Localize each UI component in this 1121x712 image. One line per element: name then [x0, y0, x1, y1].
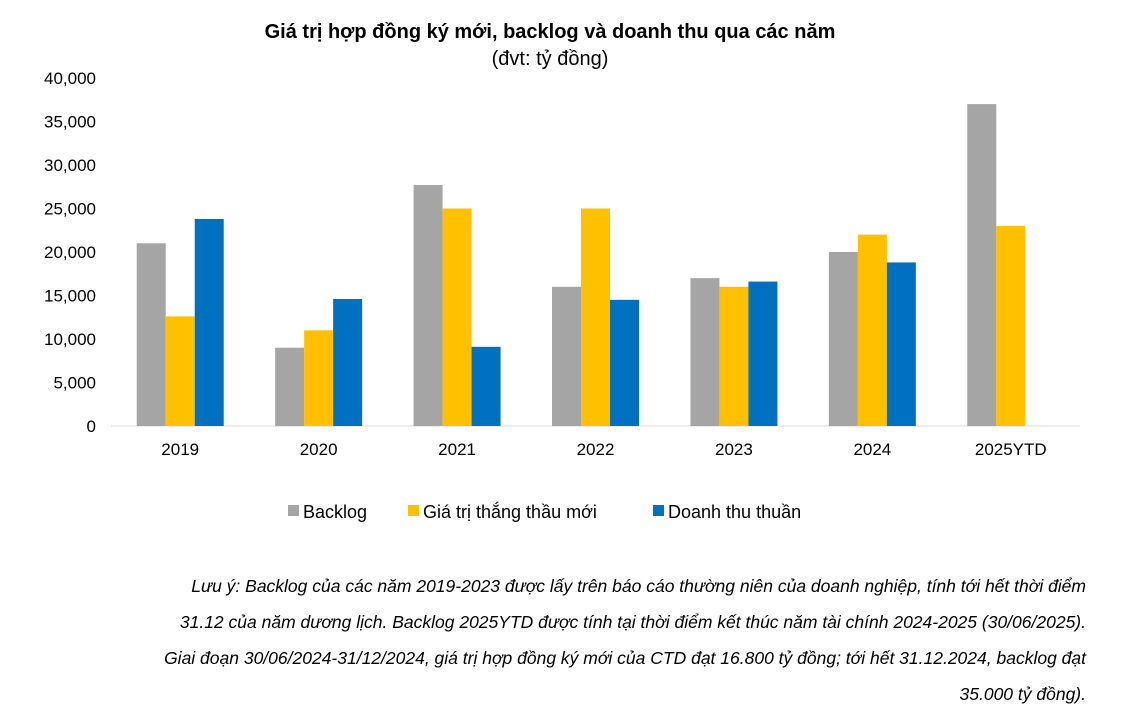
x-tick-label: 2019	[161, 440, 199, 459]
bar	[165, 316, 195, 426]
y-tick-label: 15,000	[44, 287, 96, 306]
bar	[304, 330, 334, 426]
footnote-line: 31.12 của năm dương lịch. Backlog 2025YT…	[179, 612, 1086, 632]
x-tick-label: 2020	[300, 440, 338, 459]
legend-swatch	[653, 505, 664, 516]
footnote-line: Giai đoạn 30/06/2024-31/12/2024, giá trị…	[164, 648, 1086, 668]
bar	[719, 286, 749, 426]
bar	[886, 262, 916, 426]
bar	[194, 218, 224, 426]
bar	[442, 208, 472, 426]
bar	[748, 281, 778, 426]
legend-label: Backlog	[303, 502, 367, 522]
x-axis-tick-labels: 2019 2020 2021 2022 2023 2024 2025YTD	[161, 440, 1046, 459]
legend-label: Giá trị thắng thầu mới	[423, 501, 597, 522]
y-tick-label: 30,000	[44, 156, 96, 175]
legend-swatch	[408, 505, 419, 516]
bars	[136, 104, 1026, 426]
bar	[581, 208, 610, 426]
footnote: Lưu ý: Backlog của các năm 2019-2023 đượ…	[30, 568, 1086, 712]
x-tick-label: 2024	[853, 440, 891, 459]
y-tick-label: 35,000	[44, 113, 96, 132]
footnote-line: Lưu ý: Backlog của các năm 2019-2023 đượ…	[191, 576, 1086, 596]
y-tick-label: 10,000	[44, 330, 96, 349]
bar	[136, 243, 166, 426]
bar	[857, 234, 887, 426]
bar	[471, 346, 501, 426]
bar	[690, 278, 720, 426]
y-tick-label: 5,000	[53, 374, 96, 393]
bar	[275, 347, 305, 426]
footnote-line: 35.000 tỷ đồng).	[959, 684, 1086, 704]
x-tick-label: 2021	[438, 440, 476, 459]
bar	[996, 225, 1026, 426]
bar	[552, 286, 581, 426]
chart-title: Giá trị hợp đồng ký mới, backlog và doan…	[265, 21, 836, 43]
x-tick-label: 2025YTD	[975, 440, 1047, 459]
chart-subtitle: (đvt: tỷ đồng)	[492, 48, 609, 70]
x-tick-label: 2022	[577, 440, 615, 459]
y-tick-label: 40,000	[44, 69, 96, 88]
y-tick-label: 0	[87, 417, 96, 436]
legend: Backlog Giá trị thắng thầu mới Doanh thu t…	[288, 501, 801, 522]
bar	[333, 298, 363, 426]
bar	[967, 104, 997, 426]
legend-swatch	[288, 505, 299, 516]
y-tick-label: 25,000	[44, 200, 96, 219]
y-axis-tick-labels: 0 5,000 10,000 15,000 20,000 25,000 30,000 35,0…	[44, 69, 96, 436]
bar	[828, 252, 858, 426]
x-tick-label: 2023	[715, 440, 753, 459]
y-tick-label: 20,000	[44, 243, 96, 262]
legend-label: Doanh thu thuần	[668, 502, 801, 522]
bar	[610, 299, 639, 426]
bar	[413, 185, 443, 426]
